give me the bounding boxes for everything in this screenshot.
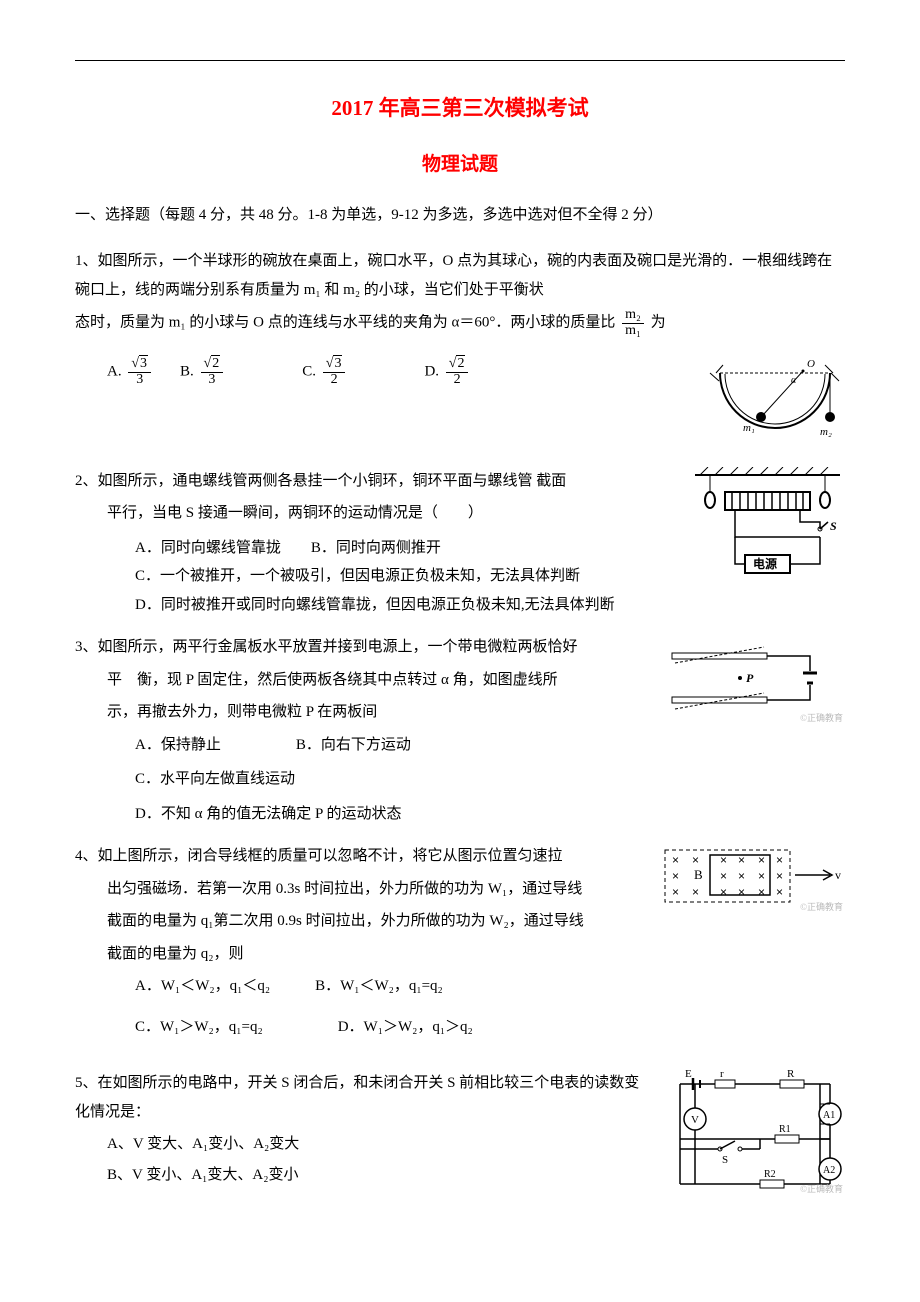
q1-stem: 1、如图所示，一个半球形的碗放在桌面上，碗口水平，O 点为其球心，碗的内表面及碗…	[75, 247, 845, 304]
svg-text:×: ×	[738, 885, 745, 899]
label-A1: A1	[823, 1110, 835, 1121]
svg-text:×: ×	[758, 869, 765, 883]
svg-text:×: ×	[720, 869, 727, 883]
svg-text:×: ×	[720, 885, 727, 899]
label-B: B	[694, 867, 703, 882]
svg-text:×: ×	[758, 885, 765, 899]
svg-text:×: ×	[776, 869, 783, 883]
label-m2: m₂	[820, 426, 832, 438]
svg-text:×: ×	[672, 869, 679, 883]
label-m1: m₁	[743, 422, 755, 434]
q1-opt-A: A. √33	[107, 357, 154, 387]
title-subject: 物理试题	[75, 147, 845, 183]
top-rule	[75, 60, 845, 61]
label-r: r	[720, 1069, 724, 1080]
q3-opt-B: B．向右下方运动	[296, 737, 411, 753]
q3-figure: P ©正确教育	[660, 633, 845, 728]
q2-opt-D: D．同时被推开或同时向螺线管靠拢，但因电源正负极未知,无法具体判断	[135, 591, 845, 620]
q1-opt-B: B. √23	[180, 357, 226, 387]
q4-opt-C: C．W₁＞W₂，q₁=q₂	[135, 1019, 263, 1035]
svg-text:×: ×	[776, 853, 783, 867]
ratio-fraction: m₂ m₁	[622, 308, 644, 338]
q3-opt-D: D．不知 α 角的值无法确定 P 的运动状态	[135, 800, 845, 829]
label-O: O	[807, 358, 815, 370]
label-R1: R1	[779, 1124, 791, 1135]
question-2: S 电源 2、如图所示，通电螺线管两侧各悬挂一个小铜环，铜环平面与螺线管 截面 …	[75, 467, 845, 624]
svg-text:×: ×	[738, 869, 745, 883]
label-R2: R2	[764, 1169, 776, 1180]
label-E: E	[685, 1069, 692, 1080]
question-3: P ©正确教育 3、如图所示，两平行金属板水平放置并接到电源上，一个带电微粒两板…	[75, 633, 845, 832]
q4-stem-d: 截面的电量为 q₂，则	[75, 940, 845, 969]
q1-opt-D: D. √22	[424, 357, 471, 387]
q3-options: A．保持静止 B．向右下方运动 C．水平向左做直线运动 D．不知 α 角的值无法…	[75, 731, 845, 829]
q4-options: A．W₁＜W₂，q₁＜q₂ B．W₁＜W₂，q₁=q₂ C．W₁＞W₂，q₁=q…	[75, 972, 845, 1041]
q2-opt-A: A．同时向螺线管靠拢	[135, 540, 281, 556]
label-Sswitch: S	[722, 1154, 728, 1166]
svg-text:×: ×	[672, 853, 679, 867]
label-R: R	[787, 1069, 795, 1080]
q4-opt-D: D．W₁＞W₂，q₁＞q₂	[338, 1019, 473, 1035]
label-source: 电源	[753, 556, 777, 571]
q4-opt-B: B．W₁＜W₂，q₁=q₂	[315, 978, 443, 994]
question-5: E r R V A1 R1 S A2 R2 ©正确教育 5、在如图所示的电路中，…	[75, 1069, 845, 1203]
question-4: ×××××× ××××× ×××××× B v ©正确教育 4、如上图所示，闭合…	[75, 842, 845, 1045]
q5-figure: E r R V A1 R1 S A2 R2 ©正确教育	[660, 1069, 845, 1199]
label-V: V	[691, 1114, 699, 1126]
q2-figure: S 电源	[690, 467, 845, 582]
q3-opt-C: C．水平向左做直线运动	[135, 765, 845, 794]
q4-figure: ×××××× ××××× ×××××× B v ©正确教育	[660, 842, 845, 917]
section-intro: 一、选择题（每题 4 分，共 48 分。1-8 为单选，9-12 为多选，多选中…	[75, 201, 845, 230]
question-1: 1、如图所示，一个半球形的碗放在桌面上，碗口水平，O 点为其球心，碗的内表面及碗…	[75, 247, 845, 456]
svg-text:×: ×	[672, 885, 679, 899]
label-alpha: α	[791, 375, 797, 386]
label-S: S	[830, 519, 837, 533]
svg-text:×: ×	[776, 885, 783, 899]
q1-stem-b: 态时，质量为 m₁ 的小球与 O 点的连线与水平线的夹角为 α＝60°．两小球的…	[75, 308, 845, 338]
q3-opt-A: A．保持静止	[135, 737, 221, 753]
svg-text:×: ×	[692, 853, 699, 867]
label-v: v	[835, 868, 841, 882]
label-P: P	[746, 671, 754, 685]
q2-opt-B: B．同时向两侧推开	[311, 540, 441, 556]
q1-figure: O α m₁ m₂	[705, 343, 845, 453]
title-year: 2017 年高三第三次模拟考试	[75, 89, 845, 129]
label-A2: A2	[823, 1165, 835, 1176]
q1-options: A. √33 B. √23 C. √32 D. √22	[75, 357, 697, 387]
q1-opt-C: C. √32	[302, 357, 348, 387]
q4-opt-A: A．W₁＜W₂，q₁＜q₂	[135, 978, 270, 994]
svg-text:×: ×	[692, 885, 699, 899]
